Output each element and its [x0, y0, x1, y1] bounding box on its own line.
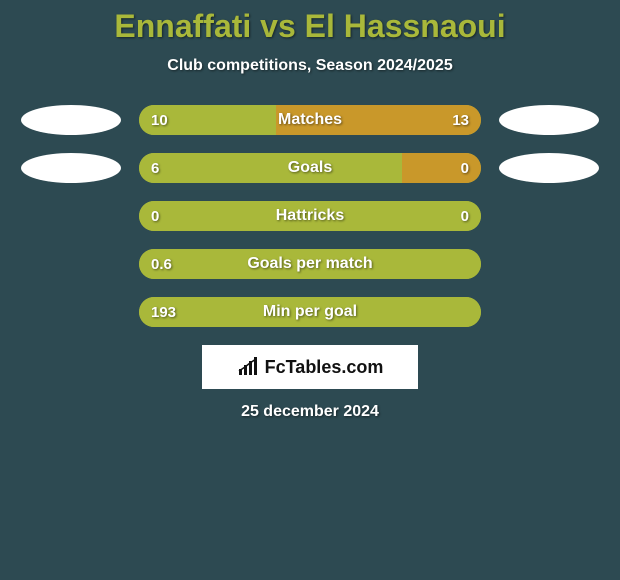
bar-segment-left [139, 201, 481, 231]
stat-row: 1013Matches [0, 105, 620, 135]
badge-spacer [499, 249, 599, 279]
logo-text: FcTables.com [265, 357, 384, 378]
badge-spacer [21, 297, 121, 327]
chart-icon [237, 357, 261, 377]
stat-bar: 1013Matches [139, 105, 481, 135]
stat-rows: 1013Matches 60Goals 00Hattricks 0.6Goals pe… [0, 105, 620, 327]
date-line: 25 december 2024 [0, 403, 620, 421]
stat-row: 193Min per goal [0, 297, 620, 327]
team-badge-right [499, 105, 599, 135]
stat-bar: 00Hattricks [139, 201, 481, 231]
stat-row: 0.6Goals per match [0, 249, 620, 279]
page-title: Ennaffati vs El Hassnaoui [0, 8, 620, 45]
bar-segment-right [402, 153, 481, 183]
stat-row: 00Hattricks [0, 201, 620, 231]
bar-segment-left [139, 297, 481, 327]
stat-bar: 193Min per goal [139, 297, 481, 327]
badge-spacer [21, 249, 121, 279]
bar-segment-left [139, 105, 276, 135]
bar-segment-left [139, 153, 402, 183]
page-subtitle: Club competitions, Season 2024/2025 [0, 57, 620, 75]
logo: FcTables.com [237, 357, 384, 378]
stat-bar: 60Goals [139, 153, 481, 183]
team-badge-left [21, 105, 121, 135]
bar-segment-left [139, 249, 481, 279]
bar-segment-right [276, 105, 481, 135]
team-badge-left [21, 153, 121, 183]
stat-bar: 0.6Goals per match [139, 249, 481, 279]
team-badge-right [499, 153, 599, 183]
badge-spacer [21, 201, 121, 231]
badge-spacer [499, 201, 599, 231]
badge-spacer [499, 297, 599, 327]
stat-row: 60Goals [0, 153, 620, 183]
logo-box: FcTables.com [202, 345, 418, 389]
comparison-panel: Ennaffati vs El Hassnaoui Club competiti… [0, 0, 620, 421]
